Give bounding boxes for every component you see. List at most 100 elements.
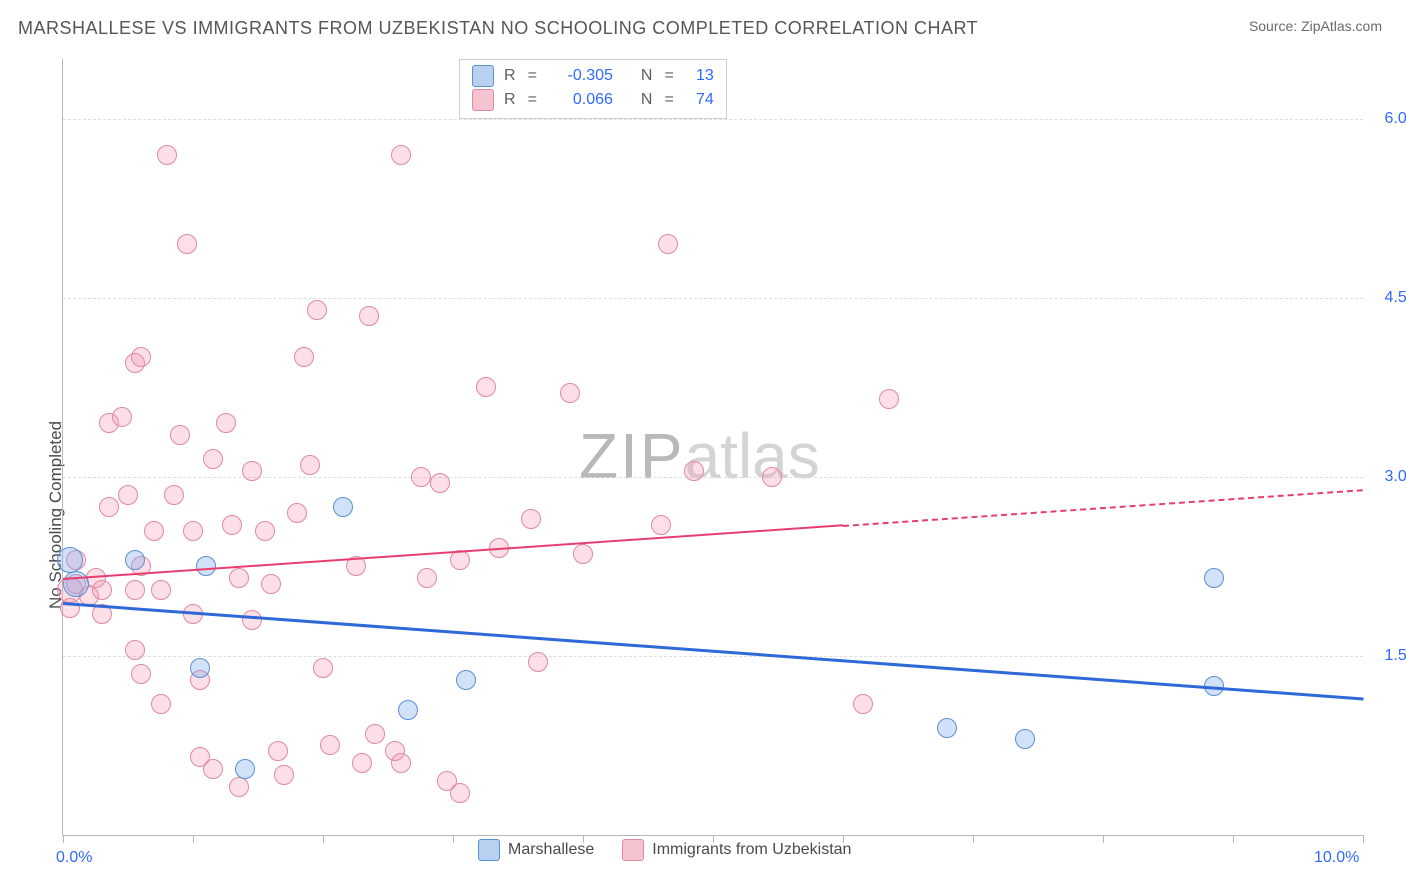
data-point-b <box>391 145 411 165</box>
y-tick-label: 6.0% <box>1369 110 1406 128</box>
y-tick-label: 1.5% <box>1369 647 1406 665</box>
data-point-b <box>268 741 288 761</box>
data-point-b <box>417 568 437 588</box>
data-point-b <box>352 753 372 773</box>
legend-r-label: R <box>504 91 516 109</box>
x-tick <box>63 835 64 843</box>
plot-box: ZIPatlas R=-0.305N=13R=0.066N=74 1.5%3.0… <box>62 59 1363 836</box>
legend-n-label: N <box>641 67 653 85</box>
legend-r-value-a: -0.305 <box>547 67 613 85</box>
x-tick <box>1233 835 1234 843</box>
legend-series-item-a: Marshallese <box>478 839 594 861</box>
data-point-a <box>125 550 145 570</box>
trend-line-a <box>63 602 1363 700</box>
data-point-b <box>157 145 177 165</box>
data-point-a <box>196 556 216 576</box>
data-point-b <box>313 658 333 678</box>
data-point-b <box>92 580 112 600</box>
legend-series-item-b: Immigrants from Uzbekistan <box>622 839 851 861</box>
data-point-b <box>242 461 262 481</box>
legend-correlation-row-a: R=-0.305N=13 <box>472 64 714 88</box>
legend-r-label: R <box>504 67 516 85</box>
data-point-a <box>1015 729 1035 749</box>
source-label: Source: ZipAtlas.com <box>1249 18 1382 34</box>
data-point-b <box>528 652 548 672</box>
data-point-b <box>411 467 431 487</box>
legend-n-label: N <box>641 91 653 109</box>
legend-correlation-row-b: R = 0.066 N = 74 <box>472 88 714 112</box>
legend-eq: = <box>664 91 673 109</box>
data-point-b <box>203 449 223 469</box>
data-point-b <box>684 461 704 481</box>
data-point-b <box>242 610 262 630</box>
data-point-b <box>365 724 385 744</box>
data-point-b <box>287 503 307 523</box>
data-point-b <box>151 694 171 714</box>
data-point-b <box>229 777 249 797</box>
legend-swatch-a <box>478 839 500 861</box>
x-axis-min-label: 0.0% <box>56 849 92 867</box>
data-point-a <box>456 670 476 690</box>
legend-n-value-b: 74 <box>684 91 714 109</box>
data-point-b <box>131 347 151 367</box>
gridline <box>63 298 1363 299</box>
data-point-b <box>658 234 678 254</box>
data-point-b <box>261 574 281 594</box>
x-tick <box>973 835 974 843</box>
data-point-b <box>573 544 593 564</box>
data-point-a <box>63 571 89 597</box>
data-point-b <box>879 389 899 409</box>
y-tick-label: 4.5% <box>1369 289 1406 307</box>
legend-correlation: R=-0.305N=13R=0.066N=74 <box>459 59 727 119</box>
legend-series-label-b: Immigrants from Uzbekistan <box>652 841 851 859</box>
data-point-b <box>294 347 314 367</box>
data-point-a <box>1204 568 1224 588</box>
data-point-b <box>170 425 190 445</box>
data-point-b <box>222 515 242 535</box>
data-point-b <box>125 580 145 600</box>
data-point-a <box>937 718 957 738</box>
data-point-b <box>99 497 119 517</box>
data-point-b <box>216 413 236 433</box>
gridline <box>63 656 1363 657</box>
data-point-b <box>131 664 151 684</box>
data-point-b <box>203 759 223 779</box>
legend-swatch-b <box>472 89 494 111</box>
legend-series-label-a: Marshallese <box>508 841 594 859</box>
data-point-a <box>333 497 353 517</box>
x-tick <box>1363 835 1364 843</box>
gridline <box>63 119 1363 120</box>
data-point-b <box>183 521 203 541</box>
x-tick <box>453 835 454 843</box>
legend-r-value-b: 0.066 <box>547 91 613 109</box>
legend-eq: = <box>528 67 537 85</box>
data-point-b <box>164 485 184 505</box>
data-point-b <box>177 234 197 254</box>
trend-line-b-extrapolated <box>843 489 1363 527</box>
data-point-b <box>391 753 411 773</box>
y-tick-label: 3.0% <box>1369 468 1406 486</box>
chart-title: MARSHALLESE VS IMMIGRANTS FROM UZBEKISTA… <box>18 18 978 39</box>
data-point-b <box>762 467 782 487</box>
x-tick <box>193 835 194 843</box>
data-point-b <box>274 765 294 785</box>
legend-eq: = <box>664 67 673 85</box>
data-point-b <box>450 550 470 570</box>
legend-series: Marshallese Immigrants from Uzbekistan <box>478 839 851 861</box>
data-point-b <box>125 640 145 660</box>
data-point-b <box>300 455 320 475</box>
data-point-b <box>151 580 171 600</box>
data-point-b <box>144 521 164 541</box>
legend-eq: = <box>528 91 537 109</box>
data-point-b <box>320 735 340 755</box>
watermark: ZIPatlas <box>579 419 820 493</box>
watermark-part-1: ZIP <box>579 420 685 492</box>
data-point-a <box>190 658 210 678</box>
data-point-a <box>398 700 418 720</box>
data-point-a <box>235 759 255 779</box>
data-point-b <box>118 485 138 505</box>
data-point-b <box>853 694 873 714</box>
data-point-b <box>112 407 132 427</box>
data-point-b <box>521 509 541 529</box>
x-tick <box>1103 835 1104 843</box>
